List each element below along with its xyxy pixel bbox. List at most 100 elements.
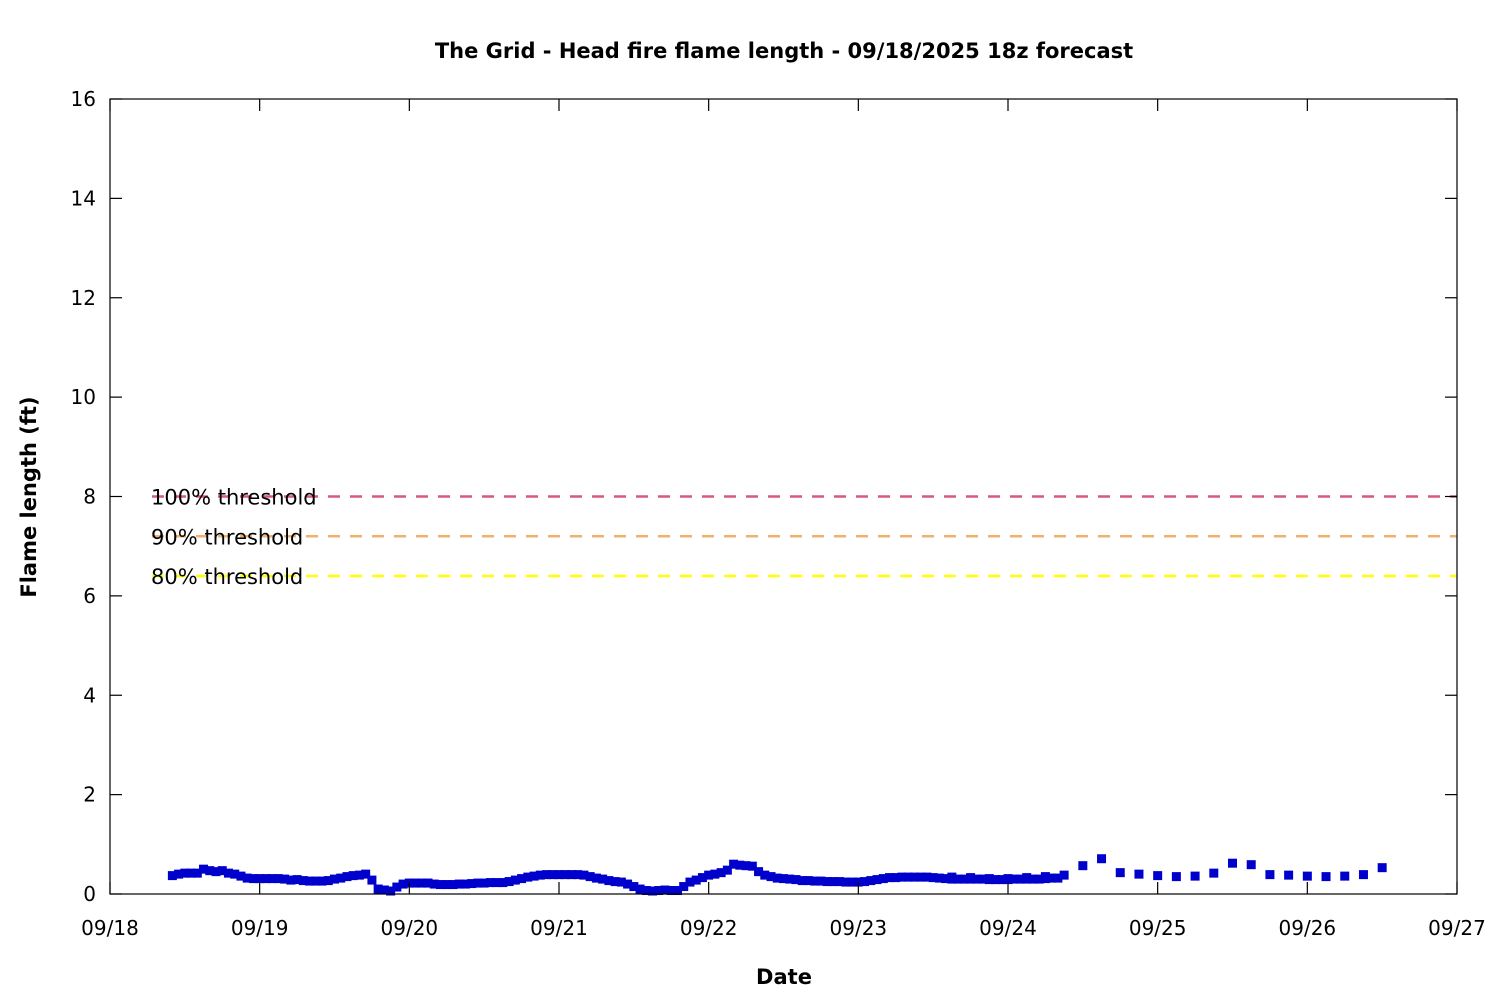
data-point <box>1097 854 1107 864</box>
data-point <box>1028 874 1038 884</box>
data-point <box>1009 874 1019 884</box>
data-point <box>429 879 439 889</box>
data-point <box>1059 870 1069 880</box>
data-point <box>978 874 988 884</box>
data-point <box>436 880 446 890</box>
data-point <box>928 873 938 883</box>
data-point <box>174 869 184 879</box>
data-point <box>835 877 845 887</box>
data-point <box>298 876 308 886</box>
data-point <box>242 873 252 883</box>
data-point <box>398 879 408 889</box>
data-point <box>860 877 870 887</box>
data-point <box>885 873 895 883</box>
data-point <box>666 886 676 896</box>
data-point <box>199 864 209 874</box>
data-point <box>273 874 283 884</box>
data-point <box>791 875 801 885</box>
data-point <box>660 885 670 895</box>
data-point <box>448 880 458 890</box>
data-point <box>797 876 807 886</box>
data-point <box>610 877 620 887</box>
data-point <box>323 876 333 886</box>
data-point <box>1265 870 1275 880</box>
data-point <box>386 886 396 896</box>
data-point <box>953 874 963 884</box>
data-point <box>523 872 533 882</box>
y-tick-label: 12 <box>71 286 96 310</box>
data-point <box>654 886 664 896</box>
data-point <box>529 871 539 881</box>
data-point <box>1022 873 1032 883</box>
data-point <box>679 882 689 892</box>
y-tick-label: 8 <box>83 485 96 509</box>
data-point <box>473 878 483 888</box>
data-point <box>211 867 221 877</box>
data-point <box>1040 872 1050 882</box>
data-point <box>1171 872 1181 882</box>
data-point <box>535 870 545 880</box>
data-point <box>510 875 520 885</box>
data-point <box>909 872 919 882</box>
data-point <box>460 879 470 889</box>
y-tick-label: 16 <box>71 87 96 111</box>
data-point <box>897 872 907 882</box>
data-point <box>591 873 601 883</box>
y-tick-label: 2 <box>83 783 96 807</box>
plot-axes: 0 2 4 6 8 10 12 14 16 09/18 09/19 09/20 09/21 09/22 09… <box>71 87 1486 940</box>
x-tick-label: 09/27 <box>1428 916 1486 940</box>
data-point <box>697 873 707 883</box>
x-tick-label: 09/26 <box>1279 916 1337 940</box>
data-point <box>903 872 913 882</box>
data-point <box>373 884 383 894</box>
data-point <box>816 876 826 886</box>
data-point <box>891 873 901 883</box>
data-point <box>1034 874 1044 884</box>
data-point <box>417 878 427 888</box>
data-point <box>822 877 832 887</box>
data-point <box>504 877 514 887</box>
data-point <box>1321 872 1331 882</box>
data-point <box>248 874 258 884</box>
data-point <box>747 861 757 871</box>
data-point <box>367 875 377 885</box>
data-point <box>810 876 820 886</box>
data-point <box>305 876 315 886</box>
data-point <box>554 870 564 880</box>
data-point <box>205 866 215 876</box>
data-point <box>1153 871 1163 881</box>
y-tick-label: 4 <box>83 683 96 707</box>
chart-title: The Grid - Head fire flame length - 09/1… <box>435 39 1133 63</box>
data-point <box>261 874 271 884</box>
data-point <box>411 878 421 888</box>
data-point <box>966 873 976 883</box>
data-point <box>167 871 177 881</box>
data-point <box>479 878 489 888</box>
data-point <box>223 868 233 878</box>
data-point <box>916 872 926 882</box>
threshold-label-0: 100% threshold <box>151 486 317 510</box>
data-point <box>941 874 951 884</box>
data-point <box>1078 861 1088 871</box>
y-tick-label: 6 <box>83 584 96 608</box>
x-tick-label: 09/18 <box>81 916 139 940</box>
data-point <box>641 886 651 896</box>
data-point <box>454 879 464 889</box>
data-point <box>317 876 327 886</box>
data-point <box>280 874 290 884</box>
data-point <box>604 876 614 886</box>
data-point <box>878 874 888 884</box>
data-point <box>672 886 682 896</box>
data-point <box>616 877 626 887</box>
data-point <box>691 875 701 885</box>
data-point <box>1246 860 1256 870</box>
data-point <box>735 860 745 870</box>
data-point <box>1015 874 1025 884</box>
y-axis-label: Flame length (ft) <box>17 396 41 597</box>
data-point <box>991 875 1001 885</box>
x-tick-label: 09/21 <box>530 916 588 940</box>
y-tick-label: 0 <box>83 882 96 906</box>
data-point <box>704 870 714 880</box>
data-point <box>573 870 583 880</box>
data-point <box>311 876 321 886</box>
